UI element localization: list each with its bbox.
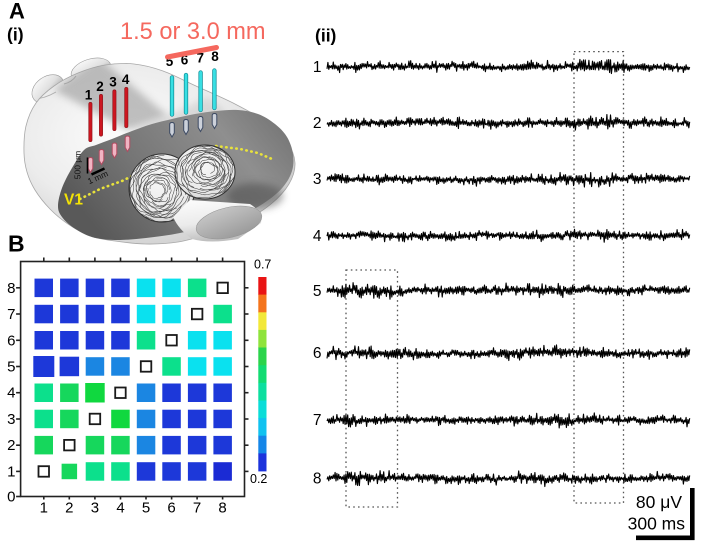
svg-text:2: 2 <box>96 79 104 94</box>
svg-text:2: 2 <box>65 500 73 517</box>
svg-text:2: 2 <box>313 115 322 132</box>
svg-text:5: 5 <box>166 54 174 69</box>
svg-text:B: B <box>8 231 25 257</box>
svg-text:80 μV: 80 μV <box>636 492 682 512</box>
svg-text:3: 3 <box>91 500 99 517</box>
svg-text:4: 4 <box>122 72 130 87</box>
svg-text:4: 4 <box>7 385 15 402</box>
svg-text:5: 5 <box>7 359 15 376</box>
svg-text:4: 4 <box>313 228 322 245</box>
svg-text:A: A <box>9 0 25 24</box>
svg-text:1: 1 <box>7 463 15 480</box>
svg-text:V1: V1 <box>64 192 83 209</box>
svg-text:6: 6 <box>167 500 175 517</box>
svg-text:7: 7 <box>7 306 15 323</box>
svg-text:1.5 or 3.0 mm: 1.5 or 3.0 mm <box>120 19 266 45</box>
svg-text:4: 4 <box>116 500 124 517</box>
svg-text:500 μm: 500 μm <box>73 151 83 180</box>
svg-text:8: 8 <box>7 280 15 297</box>
svg-text:6: 6 <box>181 53 189 68</box>
svg-text:1: 1 <box>85 88 93 103</box>
svg-text:3: 3 <box>7 411 15 428</box>
svg-text:6: 6 <box>313 345 322 362</box>
svg-text:8: 8 <box>218 500 226 517</box>
svg-text:0.7: 0.7 <box>254 258 271 272</box>
svg-text:7: 7 <box>197 51 205 66</box>
svg-text:300 ms: 300 ms <box>628 514 686 534</box>
svg-text:(ii): (ii) <box>315 26 336 46</box>
svg-text:7: 7 <box>193 500 201 517</box>
svg-text:5: 5 <box>313 283 322 300</box>
svg-text:0: 0 <box>7 489 15 506</box>
svg-text:1: 1 <box>40 500 48 517</box>
svg-text:3: 3 <box>109 75 117 90</box>
svg-text:3: 3 <box>313 171 322 188</box>
svg-text:7: 7 <box>313 412 322 429</box>
svg-text:(i): (i) <box>7 25 24 45</box>
svg-text:8: 8 <box>211 49 219 64</box>
svg-text:0.2: 0.2 <box>250 472 267 486</box>
svg-text:6: 6 <box>7 332 15 349</box>
svg-text:2: 2 <box>7 437 15 454</box>
svg-text:5: 5 <box>142 500 150 517</box>
svg-text:1: 1 <box>313 59 322 76</box>
svg-text:8: 8 <box>313 471 322 488</box>
